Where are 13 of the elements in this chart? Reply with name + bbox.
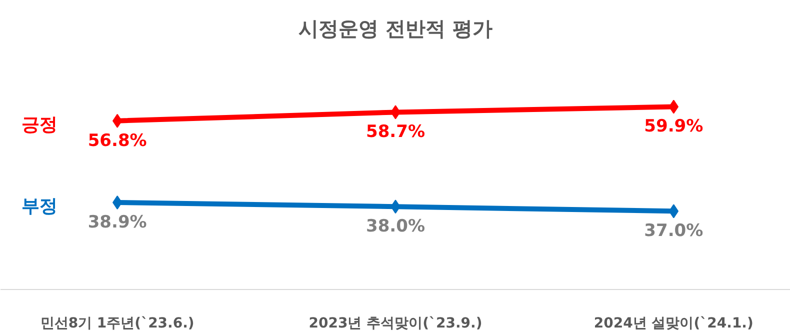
data-label: 58.7% [366, 122, 425, 142]
x-tick-label: 2023년 추석맞이(`23.9.) [308, 316, 482, 332]
data-label: 38.9% [88, 212, 147, 232]
data-label: 56.8% [88, 130, 147, 151]
text: 부정 [21, 196, 58, 217]
chart-title: 시정운영 전반적 평가 [298, 16, 492, 40]
data-label: 38.0% [366, 216, 425, 237]
data-label: 37.0% [644, 221, 704, 242]
x-tick-label: 민선8기 1주년(`23.6.) [40, 316, 194, 332]
point [112, 196, 122, 210]
data-label: 59.9% [644, 116, 704, 137]
x-tick-label: 2024년 설맞이(`24.1.) [594, 316, 754, 332]
text: 긍정 [21, 114, 58, 136]
